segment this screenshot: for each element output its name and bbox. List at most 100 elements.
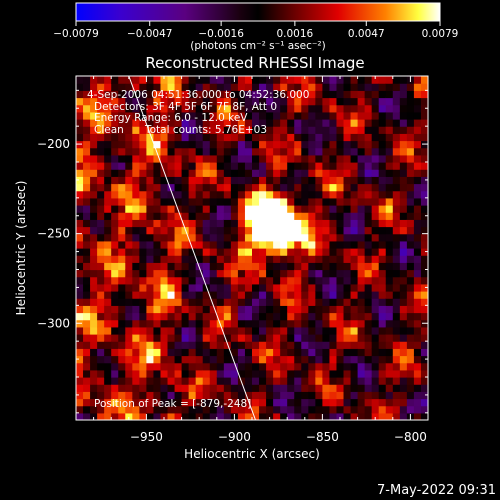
heatmap-cell — [153, 283, 162, 292]
heatmap-cell — [216, 147, 225, 156]
heatmap-cell — [287, 147, 295, 156]
heatmap-cell — [216, 197, 225, 206]
heatmap-cell — [399, 219, 408, 228]
heatmap-cell — [294, 240, 302, 249]
heatmap-cell — [378, 262, 387, 271]
heatmap-cell — [153, 412, 162, 420]
heatmap-cell — [343, 162, 352, 170]
heatmap-cell — [216, 119, 225, 127]
heatmap-cell — [399, 248, 408, 256]
heatmap-cell — [357, 162, 366, 170]
heatmap-cell — [153, 233, 162, 242]
heatmap-cell — [399, 104, 408, 113]
heatmap-cell — [336, 169, 345, 177]
heatmap-cell — [385, 111, 394, 120]
heatmap-cell — [308, 90, 316, 99]
heatmap-cell — [153, 341, 162, 349]
heatmap-cell — [160, 348, 169, 357]
heatmap-cell — [385, 83, 394, 91]
heatmap-cell — [76, 391, 84, 400]
heatmap-cell — [188, 334, 197, 342]
heatmap-cell — [153, 219, 162, 228]
heatmap-cell — [244, 233, 253, 242]
heatmap-cell — [322, 312, 331, 321]
heatmap-cell — [104, 269, 112, 278]
heatmap-cell — [322, 326, 331, 335]
heatmap-cell — [209, 126, 218, 134]
heatmap-cell — [195, 326, 204, 335]
heatmap-cell — [230, 111, 239, 120]
heatmap-cell — [244, 298, 253, 306]
heatmap-cell — [202, 326, 211, 335]
heatmap-cell — [104, 147, 112, 156]
heatmap-cell — [420, 269, 428, 278]
heatmap-cell — [195, 255, 204, 263]
heatmap-cell — [223, 176, 232, 185]
heatmap-cell — [343, 240, 352, 249]
heatmap-cell — [230, 348, 239, 357]
heatmap-cell — [350, 183, 359, 192]
heatmap-cell — [146, 298, 155, 306]
heatmap-cell — [223, 83, 232, 91]
heatmap-cell — [413, 248, 422, 256]
heatmap-cell — [104, 233, 112, 242]
heatmap-cell — [385, 147, 394, 156]
heatmap-cell — [223, 276, 232, 285]
heatmap-cell — [202, 377, 211, 385]
heatmap-cell — [181, 269, 190, 278]
heatmap-cell — [181, 183, 190, 192]
heatmap-cell — [244, 355, 253, 364]
heatmap-cell — [83, 384, 91, 392]
heatmap-cell — [336, 90, 345, 99]
heatmap-cell — [160, 140, 169, 149]
heatmap-cell — [76, 334, 84, 342]
total-counts-text: Total counts: 5.76E+03 — [144, 124, 267, 136]
heatmap-cell — [174, 154, 183, 163]
heatmap-cell — [90, 355, 98, 364]
heatmap-cell — [392, 255, 401, 263]
heatmap-cell — [125, 97, 133, 106]
heatmap-cell — [273, 104, 281, 113]
heatmap-cell — [118, 248, 126, 256]
heatmap-cell — [350, 255, 359, 263]
heatmap-cell — [244, 197, 253, 206]
heatmap-cell — [202, 319, 211, 328]
heatmap-cell — [413, 212, 422, 220]
heatmap-cell — [97, 140, 105, 149]
heatmap-cell — [259, 233, 267, 242]
heatmap-cell — [83, 176, 91, 185]
heatmap-cell — [230, 104, 239, 113]
heatmap-cell — [230, 83, 239, 91]
heatmap-cell — [160, 119, 169, 127]
heatmap-cell — [308, 291, 316, 299]
heatmap-cell — [399, 140, 408, 149]
heatmap-cell — [209, 83, 218, 91]
heatmap-cell — [118, 326, 126, 335]
heatmap-cell — [308, 97, 316, 106]
heatmap-cell — [329, 319, 338, 328]
heatmap-cell — [357, 119, 366, 127]
heatmap-cell — [287, 154, 295, 163]
heatmap-cell — [259, 226, 267, 235]
heatmap-cell — [392, 133, 401, 142]
heatmap-cell — [139, 377, 147, 385]
heatmap-cell — [188, 298, 197, 306]
heatmap-cell — [329, 298, 338, 306]
heatmap-cell — [174, 269, 183, 278]
heatmap-cell — [273, 405, 281, 414]
heatmap-cell — [371, 319, 380, 328]
heatmap-cell — [322, 398, 331, 407]
heatmap-cell — [371, 219, 380, 228]
heatmap-cell — [294, 362, 302, 371]
heatmap-cell — [216, 154, 225, 163]
heatmap-cell — [83, 334, 91, 342]
heatmap-cell — [125, 312, 133, 321]
heatmap-cell — [364, 326, 373, 335]
heatmap-cell — [111, 391, 119, 400]
heatmap-cell — [301, 334, 309, 342]
heatmap-cell — [406, 205, 415, 213]
heatmap-cell — [111, 334, 119, 342]
heatmap-cell — [259, 240, 267, 249]
heatmap-cell — [259, 276, 267, 285]
heatmap-cell — [371, 126, 380, 134]
